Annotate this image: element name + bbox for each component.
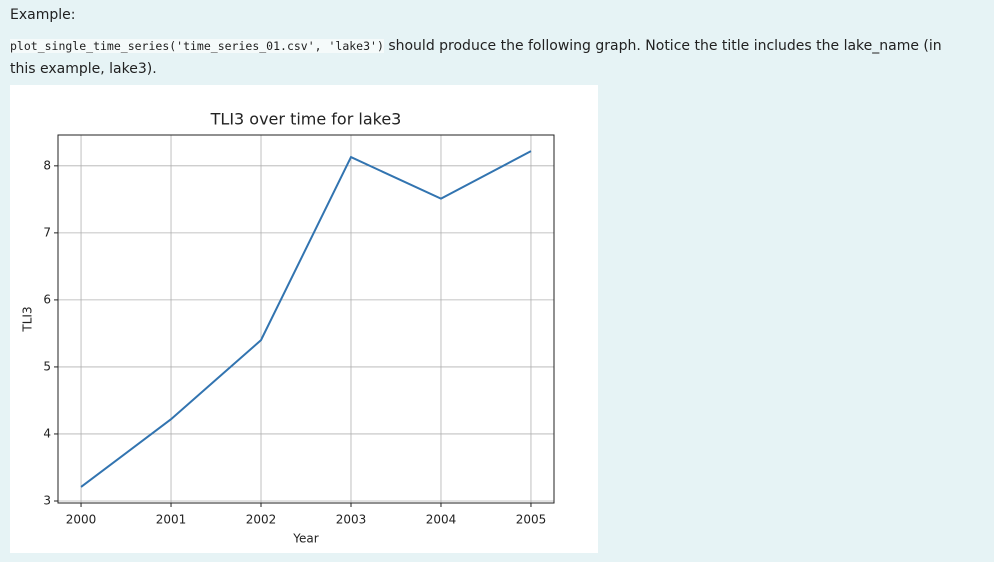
y-tick-label: 3 — [43, 493, 51, 507]
x-tick-label: 2004 — [426, 513, 457, 527]
chart: TLI3 over time for lake3 Year TLI3 3 4 5 6 7… — [21, 110, 555, 546]
y-tick-label: 5 — [43, 359, 51, 373]
text: should produce the following graph. Noti… — [10, 38, 942, 77]
x-tick-label: 2002 — [246, 513, 277, 527]
chart-title: TLI3 over time for lake3 — [210, 110, 402, 129]
x-tick-label: 2003 — [336, 513, 367, 527]
y-tick-label: 6 — [43, 292, 51, 306]
y-axis-label: TLI3 — [21, 306, 35, 332]
x-tick-label: 2001 — [156, 513, 187, 527]
y-tick-label: 7 — [43, 225, 51, 239]
figure: TLI3 over time for lake3 Year TLI3 3 4 5 6 7… — [10, 85, 598, 553]
data-line — [80, 150, 532, 488]
code: plot_single_time_series('time_series_01.… — [10, 39, 384, 53]
paragraph: plot_single_time_series('time_series_01.… — [10, 35, 970, 81]
y-tick-label: 4 — [43, 426, 51, 440]
example-label: Example: — [10, 7, 76, 23]
plot-frame — [57, 134, 555, 504]
x-tick-label: 2005 — [516, 513, 547, 527]
x-axis-label: Year — [292, 532, 318, 546]
y-tick-label: 8 — [43, 158, 51, 172]
x-tick-label: 2000 — [66, 513, 97, 527]
